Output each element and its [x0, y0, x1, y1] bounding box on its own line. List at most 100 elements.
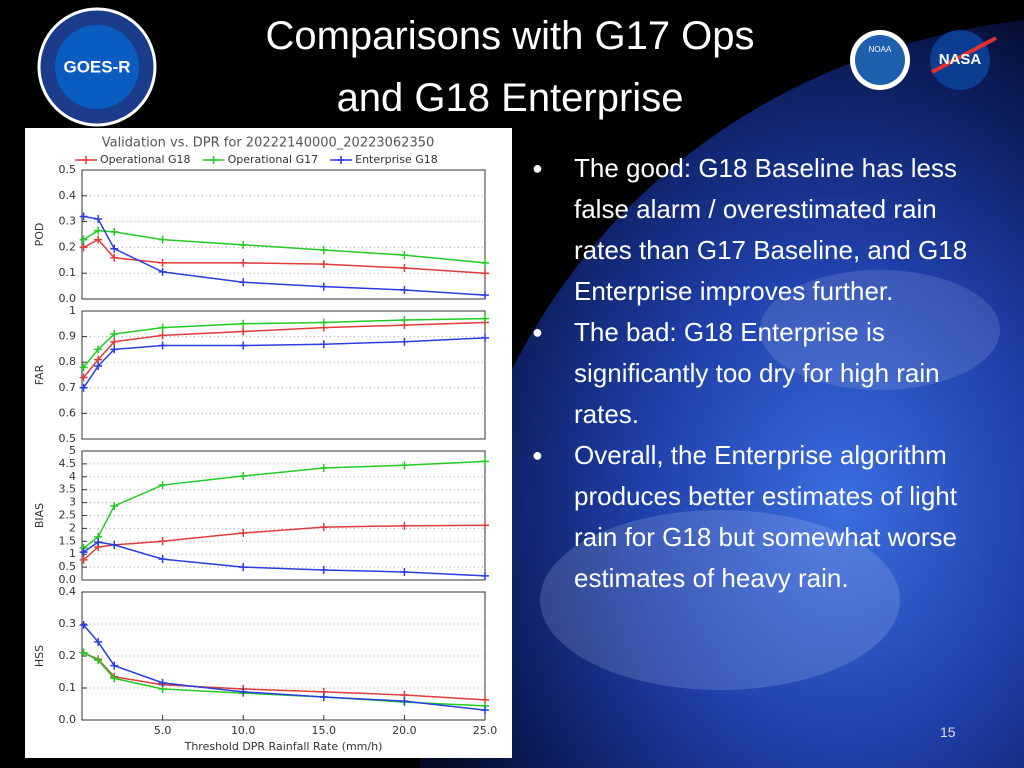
y-tick-label: 0.4 — [59, 585, 77, 598]
data-point — [319, 692, 328, 701]
bullet: The bad: G18 Enterprise is significantly… — [530, 312, 970, 435]
y-tick-label: 2 — [69, 521, 76, 534]
bullet: The good: G18 Baseline has less false al… — [530, 148, 970, 312]
x-tick-label: 15.0 — [312, 724, 337, 737]
y-tick-label: 0.7 — [59, 381, 77, 394]
data-point — [110, 674, 119, 683]
plot-frame — [81, 310, 486, 440]
series-line — [83, 317, 486, 368]
bullet: Overall, the Enterprise algorithm produc… — [530, 435, 970, 599]
x-tick-label: 5.0 — [154, 724, 172, 737]
data-point — [481, 457, 489, 466]
data-point — [239, 327, 248, 336]
data-point — [158, 267, 167, 276]
y-tick-label: 4 — [69, 470, 76, 483]
y-tick-label: 3 — [69, 496, 76, 509]
data-point — [158, 323, 167, 332]
data-point — [319, 464, 328, 473]
y-tick-label: 0.5 — [59, 163, 77, 176]
legend-marker — [209, 156, 218, 164]
y-tick-label: 0.0 — [59, 713, 77, 726]
data-point — [239, 687, 248, 696]
y-axis-label: HSS — [33, 645, 46, 667]
legend-marker — [337, 156, 346, 164]
data-point — [79, 243, 88, 252]
data-point — [239, 278, 248, 287]
y-tick-label: 4.5 — [59, 457, 77, 470]
data-point — [239, 563, 248, 572]
data-point — [319, 260, 328, 269]
y-tick-label: 0.1 — [59, 681, 77, 694]
data-point — [94, 226, 103, 235]
data-point — [239, 472, 248, 481]
slide-title: and G18 Enterprise — [336, 76, 684, 120]
data-point — [79, 548, 88, 557]
data-point — [79, 363, 88, 372]
data-point — [400, 521, 409, 530]
data-point — [481, 314, 489, 323]
y-axis-label: POD — [33, 223, 46, 247]
data-point — [481, 706, 489, 715]
data-point — [94, 215, 103, 224]
y-tick-label: 1 — [69, 547, 76, 560]
legend-label: Operational G17 — [228, 153, 319, 166]
data-point — [110, 540, 119, 549]
data-point — [400, 251, 409, 260]
y-tick-label: 0.3 — [59, 617, 77, 630]
page-number: 15 — [940, 724, 956, 740]
series-line — [83, 238, 486, 274]
goes-logo: GOES-R — [37, 7, 157, 127]
data-point — [400, 461, 409, 470]
plot-frame — [81, 591, 486, 721]
y-tick-label: 1 — [69, 304, 76, 317]
legend-marker — [82, 156, 90, 164]
data-point — [481, 521, 489, 530]
data-point — [319, 318, 328, 327]
y-axis-label: BIAS — [33, 503, 46, 528]
data-point — [239, 258, 248, 267]
data-point — [94, 235, 103, 244]
y-tick-label: 0.0 — [59, 573, 77, 586]
data-point — [110, 501, 119, 510]
data-point — [158, 331, 167, 340]
y-tick-label: 0.5 — [59, 560, 77, 573]
data-point — [158, 341, 167, 350]
y-tick-label: 0.8 — [59, 355, 77, 368]
data-point — [158, 481, 167, 490]
data-point — [319, 565, 328, 574]
nasa-logo-text: NASA — [939, 51, 982, 68]
y-tick-label: 0.1 — [59, 266, 77, 279]
data-point — [481, 291, 489, 300]
data-point — [110, 244, 119, 253]
data-point — [481, 258, 489, 267]
x-tick-label: 25.0 — [473, 724, 498, 737]
chart-title: Validation vs. DPR for 20222140000_20223… — [102, 136, 435, 151]
data-point — [158, 678, 167, 687]
data-point — [400, 697, 409, 706]
data-point — [319, 282, 328, 291]
data-point — [239, 240, 248, 249]
data-point — [79, 648, 88, 657]
data-point — [79, 383, 88, 392]
data-point — [79, 555, 88, 564]
data-point — [481, 333, 489, 342]
legend-label: Operational G18 — [100, 153, 191, 166]
data-point — [158, 537, 167, 546]
data-point — [158, 235, 167, 244]
x-axis-label: Threshold DPR Rainfall Rate (mm/h) — [184, 740, 383, 753]
data-point — [319, 245, 328, 254]
series-line — [83, 624, 486, 711]
nasa-logo: NASA — [930, 30, 997, 90]
y-tick-label: 1.5 — [59, 534, 77, 547]
data-point — [94, 538, 103, 547]
plot-frame — [81, 450, 486, 581]
data-point — [94, 656, 103, 665]
data-point — [79, 235, 88, 244]
data-point — [110, 337, 119, 346]
data-point — [110, 661, 119, 670]
y-tick-label: 0.2 — [59, 649, 77, 662]
data-point — [400, 568, 409, 577]
data-point — [110, 345, 119, 354]
